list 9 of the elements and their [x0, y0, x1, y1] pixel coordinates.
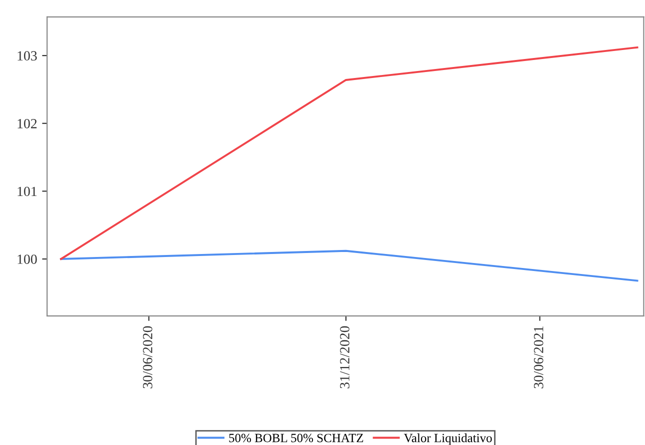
x-tick-label: 30/06/2020 — [142, 326, 152, 388]
x-tick-label: 30/06/2021 — [534, 326, 544, 388]
y-tick-label: 103 — [18, 51, 37, 61]
legend-label: Valor Liquidativo — [404, 433, 492, 445]
y-tick-label: 101 — [18, 186, 37, 196]
y-tick-label: 100 — [18, 254, 37, 264]
legend-label: 50% BOBL 50% SCHATZ — [229, 434, 364, 442]
y-tick-label: 102 — [18, 118, 37, 128]
x-tick-label: 31/12/2020 — [340, 326, 350, 388]
